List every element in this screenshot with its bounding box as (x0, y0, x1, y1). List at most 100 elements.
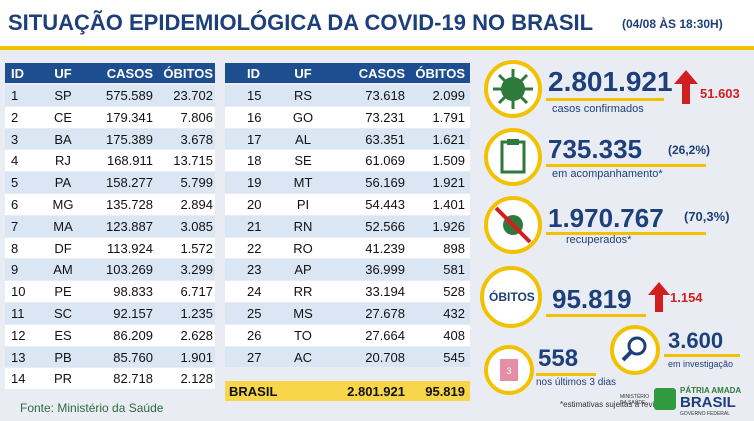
cell: 92.157 (113, 306, 153, 321)
cell: ES (54, 327, 72, 343)
cell: 27.664 (365, 327, 405, 343)
flag-logo (654, 388, 676, 410)
cell: 1.921 (432, 175, 465, 191)
cell: GO (292, 109, 314, 125)
cell: 1.901 (180, 349, 213, 365)
cell: MT (293, 175, 313, 191)
footnote: *estimativas sujeitas à revisão. (560, 400, 670, 409)
table-row (225, 85, 470, 106)
cell: 14 (11, 371, 26, 387)
table-row (5, 259, 215, 281)
header-rule (0, 46, 754, 50)
magnifier-icon (610, 325, 660, 375)
underline (664, 354, 740, 357)
table-row (5, 281, 215, 302)
cell: 1 (11, 88, 19, 103)
cell: 17 (247, 131, 262, 147)
table-row (225, 128, 470, 150)
confirmed-value: 2.801.921 (548, 66, 673, 97)
table-row (5, 85, 215, 106)
increase-arrow (648, 282, 670, 312)
cell: 408 (443, 327, 465, 343)
cell: 113.924 (106, 240, 153, 256)
confirmed-increase: 51.603 (700, 86, 740, 101)
ministry-logo: MINISTÉRIO DA SAÚDE (620, 394, 650, 406)
cell: 8 (11, 240, 19, 256)
cell: BA (54, 131, 72, 147)
cell: 86.209 (113, 327, 153, 343)
table-row (5, 128, 215, 150)
cell: 25 (247, 306, 262, 321)
cell: 3 (11, 131, 19, 147)
cell: 15 (247, 88, 262, 103)
cell: TO (294, 327, 312, 343)
cell: 98.833 (113, 284, 153, 300)
cell: 21 (247, 218, 262, 234)
cell: 73.618 (365, 88, 405, 103)
cell: PE (54, 284, 72, 300)
table-row (225, 172, 470, 193)
cell: 7 (11, 218, 19, 234)
title: SITUAÇÃO EPIDEMIOLÓGICA DA COVID-19 NO B… (8, 10, 594, 35)
column-header: ÓBITOS (163, 66, 213, 81)
cell: 12 (11, 327, 26, 343)
cell: 11 (11, 306, 25, 321)
date: (04/08 ÀS 18:30H) (622, 17, 723, 31)
cell: 135.728 (106, 197, 153, 212)
table-row (5, 303, 215, 324)
source: Fonte: Ministério da Saúde (20, 401, 164, 415)
deaths-label: ÓBITOS (489, 290, 535, 304)
cell: 61.069 (365, 153, 405, 169)
cell: PA (54, 175, 72, 191)
cell: SC (53, 306, 73, 321)
cell: 175.389 (106, 131, 153, 147)
confirmed-label: casos confirmados (552, 103, 644, 115)
cell: 123.887 (106, 218, 153, 234)
recovered-percent: (70,3%) (684, 209, 730, 224)
table-row (225, 106, 470, 128)
cell: 2.099 (432, 88, 465, 103)
cell: 4 (11, 153, 19, 169)
table-header (5, 63, 215, 83)
column-header: UF (294, 66, 312, 81)
cell: RO (293, 240, 313, 256)
recovered-label: recuperados* (566, 234, 632, 246)
recovered-value: 1.970.767 (548, 203, 664, 233)
recent-value: 558 (538, 345, 579, 372)
cell: 73.231 (365, 109, 405, 125)
cell: 41.239 (365, 240, 405, 256)
slogan: PÁTRIA AMADA (680, 386, 742, 395)
cell: 2 (11, 109, 19, 125)
deaths-increase: 1.154 (670, 290, 703, 305)
table-row (5, 172, 215, 193)
cell: 26 (247, 327, 262, 343)
virus-icon (484, 60, 542, 118)
government: GOVERNO FEDERAL (680, 411, 731, 417)
cell: 898 (443, 240, 465, 256)
cell: AL (295, 131, 311, 147)
cell: RJ (55, 153, 71, 169)
cell: 1.509 (432, 153, 465, 169)
column-header: CASOS (106, 66, 153, 81)
clipboard-icon (484, 128, 542, 186)
cell: PR (53, 371, 73, 387)
cell: PB (54, 349, 72, 365)
cell: 20.708 (365, 349, 405, 365)
cell: 10 (11, 284, 26, 300)
table-row (5, 324, 215, 346)
deaths-badge (480, 266, 542, 328)
column-header: ID (247, 66, 260, 81)
table-row (5, 150, 215, 172)
cell: 168.911 (106, 153, 153, 169)
cell: 1.791 (432, 109, 465, 125)
cell: 103.269 (106, 262, 153, 278)
cell: DF (54, 240, 72, 256)
cell: 1.621 (432, 131, 465, 147)
cell: 33.194 (365, 284, 405, 300)
cell: 1.401 (432, 197, 465, 212)
table-row (225, 215, 470, 237)
cell: 7.806 (180, 109, 213, 125)
cell: 3.678 (180, 131, 213, 147)
table-row (225, 303, 470, 324)
